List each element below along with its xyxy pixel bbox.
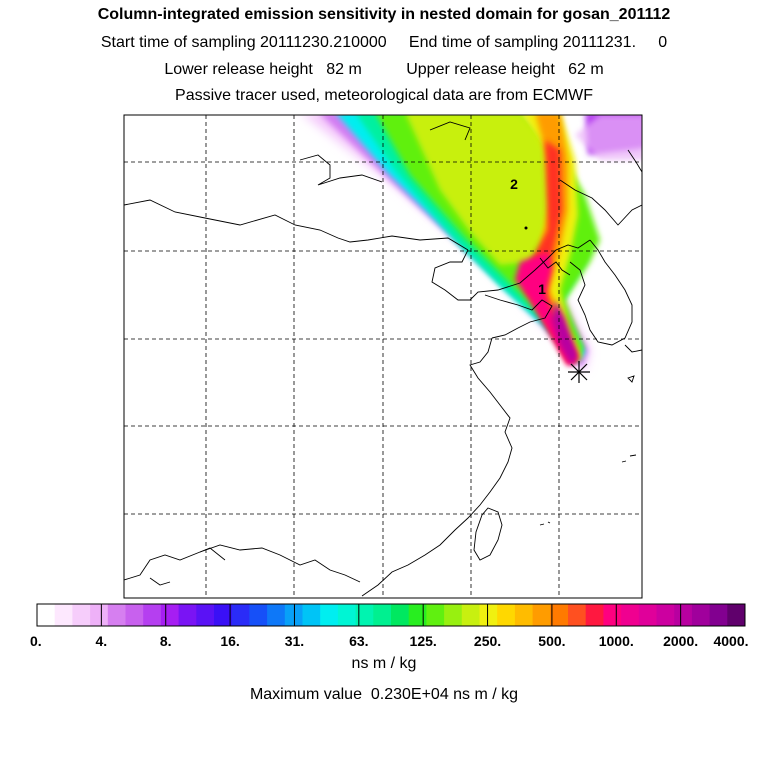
plume-northeast-pink <box>575 115 642 160</box>
mongolia-border <box>299 154 383 186</box>
colorbar-cell <box>284 604 303 626</box>
colorbar-tick-label: 0. <box>30 633 42 649</box>
colorbar-cell <box>267 604 286 626</box>
colorbar-tick-label: 4. <box>96 633 108 649</box>
colorbar-cell <box>656 604 675 626</box>
receptor-asterisk-icon <box>568 361 590 383</box>
bohai-coast <box>431 239 591 301</box>
colorbar-cell <box>621 604 640 626</box>
islands-east <box>539 375 637 526</box>
plume-label-1: 1 <box>538 281 546 297</box>
colorbar-ticks: 0. 4. 8. 16. 31. 63. 125. 250. 500. 1000. 2000. 400… <box>30 604 749 649</box>
colorbar-cell <box>391 604 410 626</box>
colorbar-tick-label: 1000. <box>599 633 634 649</box>
colorbar-tick-label: 250. <box>474 633 501 649</box>
tracer-info-line: Passive tracer used, meteorological data… <box>175 87 593 104</box>
sampling-time-line: Start time of sampling 20111230.210000 E… <box>100 34 668 51</box>
colorbar-tick-label: 2000. <box>663 633 698 649</box>
colorbar-cell <box>426 604 445 626</box>
colorbar-tick-label: 125. <box>410 633 437 649</box>
colorbar-cell <box>479 604 498 626</box>
northern-border <box>124 199 469 251</box>
colorbar-tick-label: 16. <box>220 633 239 649</box>
plume-yellow-green <box>406 115 552 265</box>
plume-label-2: 2 <box>510 176 518 192</box>
taiwan <box>473 507 503 561</box>
northeast-border <box>429 121 642 226</box>
colorbar-cell <box>568 604 587 626</box>
release-height-line: Lower release height 82 m Upper release … <box>164 61 604 78</box>
colorbar-tick-label: 31. <box>285 633 304 649</box>
plume-purple-core <box>552 300 578 366</box>
colorbar-cell <box>54 604 73 626</box>
colorbar-cell <box>214 604 233 626</box>
colorbar-cell <box>178 604 197 626</box>
colorbar-cell <box>355 604 374 626</box>
hainan-side <box>149 547 226 586</box>
colorbar-cell <box>320 604 339 626</box>
colorbar-tick-label: 500. <box>538 633 565 649</box>
colorbar-cell <box>709 604 728 626</box>
plume-layer <box>303 115 642 372</box>
colorbar-cell <box>231 604 250 626</box>
liaodong-peninsula <box>539 257 571 276</box>
map-frame <box>123 114 643 599</box>
colorbar-cell <box>408 604 427 626</box>
colorbar-cell <box>550 604 569 626</box>
korea-coast <box>569 239 633 346</box>
colorbar-cell <box>143 604 162 626</box>
colorbar-tick-label: 63. <box>349 633 368 649</box>
colorbar-cell <box>674 604 693 626</box>
inland-border-west <box>124 544 361 583</box>
colorbar-cell <box>107 604 126 626</box>
max-value-label: Maximum value 0.230E+04 ns m / kg <box>249 686 519 703</box>
colorbar-cell <box>691 604 710 626</box>
colorbar-cell <box>532 604 551 626</box>
colorbar-cell <box>727 604 746 626</box>
colorbar-cell <box>125 604 144 626</box>
colorbar-cell <box>461 604 480 626</box>
colorbar-cell <box>444 604 463 626</box>
colorbar-units: ns m / kg <box>351 655 417 672</box>
colorbar <box>36 603 746 627</box>
plot-title: Column-integrated emission sensitivity i… <box>97 6 671 23</box>
colorbar-cell <box>37 604 56 626</box>
graticule <box>124 115 642 598</box>
colorbar-cell <box>196 604 215 626</box>
colorbar-cell <box>585 604 604 626</box>
colorbar-cell <box>249 604 268 626</box>
china-east-coast <box>361 337 513 597</box>
plume-centroid-dot <box>524 226 528 230</box>
colorbar-cell <box>603 604 622 626</box>
colorbar-cell <box>302 604 321 626</box>
colorbar-cell <box>373 604 392 626</box>
coastlines <box>124 121 642 597</box>
colorbar-cell <box>90 604 109 626</box>
colorbar-cell <box>497 604 516 626</box>
colorbar-cell <box>337 604 356 626</box>
colorbar-tick-label: 4000. <box>713 633 748 649</box>
colorbar-tick-label: 8. <box>160 633 172 649</box>
shandong-coast <box>484 294 553 339</box>
colorbar-cell <box>514 604 533 626</box>
colorbar-cell <box>72 604 91 626</box>
colorbar-cell <box>160 604 179 626</box>
colorbar-cell <box>638 604 657 626</box>
